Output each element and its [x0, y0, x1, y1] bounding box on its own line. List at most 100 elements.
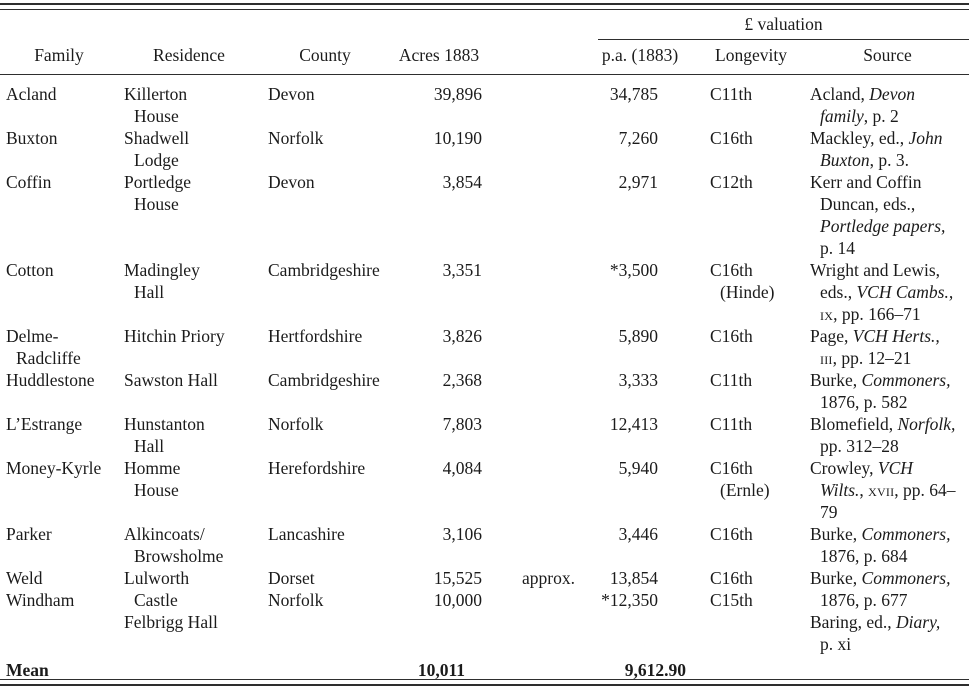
- cell-family: Cotton: [6, 260, 54, 280]
- cell-family: Windham: [6, 590, 75, 610]
- mean-label: Mean: [6, 660, 49, 680]
- cell-residence: Sawston Hall: [124, 370, 218, 390]
- cell-acres: 10,000: [433, 590, 482, 610]
- cell-acres: 3,826: [442, 326, 482, 346]
- cell-acres: 39,896: [433, 84, 482, 104]
- cell-county: Herefordshire: [268, 458, 366, 478]
- cell-note: [488, 325, 584, 369]
- cell-family: Weld: [6, 568, 43, 588]
- mean-note-empty: [488, 659, 584, 681]
- table-row: Acland Killerton House Devon 39,896 34,785 C11…: [0, 83, 969, 127]
- cell-family: Acland: [6, 84, 57, 104]
- cell-pa-valuation: 12,413: [609, 414, 658, 434]
- cell-acres: 15,525: [433, 568, 482, 588]
- cell-note: [488, 589, 584, 655]
- cell-longevity: C16th: [710, 326, 753, 346]
- cell-county: Norfolk: [268, 590, 324, 610]
- table-row: Cotton Madingley Hall Cambridgeshire 3,351 *3…: [0, 259, 969, 325]
- cell-note: [488, 369, 584, 413]
- cell-pa-valuation: 3,333: [618, 370, 658, 390]
- cell-source: 1876, p. 677 Baring, ed., Diary, p. xi: [810, 590, 941, 654]
- cell-longevity: C11th: [710, 414, 753, 434]
- table-row: Weld Lulworth Dorset 15,525 approx. 13,854 C16…: [0, 567, 969, 589]
- mean-source-empty: [806, 659, 969, 681]
- cell-pa-valuation: 2,971: [618, 172, 658, 192]
- cell-source: Burke, Commoners, 1876, p. 582: [810, 370, 951, 412]
- cell-pa-valuation: 7,260: [618, 128, 658, 148]
- table-row: Money-Kyrle Homme House Herefordshire 4,084 5…: [0, 457, 969, 523]
- table-row: Huddlestone Sawston Hall Cambridgeshire 2,3…: [0, 369, 969, 413]
- cell-pa-valuation: *12,350: [601, 590, 658, 610]
- cell-note: [488, 127, 584, 171]
- cell-residence: Portledge House: [124, 172, 192, 214]
- cell-acres: 3,854: [442, 172, 482, 192]
- table-row: Delme- Radcliffe Hitchin Priory Hertfordshi…: [0, 325, 969, 369]
- mean-pa-value: 9,612.90: [624, 660, 686, 680]
- cell-note: [488, 413, 584, 457]
- cell-source: Burke, Commoners,: [810, 568, 951, 588]
- cell-residence: Hunstanton Hall: [124, 414, 205, 456]
- table-row: Coffin Portledge House Devon 3,854 2,971 C12th…: [0, 171, 969, 259]
- cell-source: Acland, Devon family, p. 2: [810, 84, 915, 126]
- cell-source: Blomefield, Norfolk, pp. 312–28: [810, 414, 956, 456]
- valuation-span-header: £ valuation: [598, 10, 969, 40]
- cell-longevity: C11th: [710, 84, 753, 104]
- cell-note: [488, 523, 584, 567]
- cell-acres: 10,190: [433, 128, 482, 148]
- cell-family: Huddlestone: [6, 370, 95, 390]
- cell-pa-valuation: 5,890: [618, 326, 658, 346]
- cell-source: Burke, Commoners, 1876, p. 684: [810, 524, 951, 566]
- mean-longevity-empty: [696, 659, 806, 681]
- cell-family: Buxton: [6, 128, 58, 148]
- valuation-span-header-row: £ valuation: [0, 10, 969, 40]
- cell-county: Devon: [268, 84, 315, 104]
- cell-residence: Killerton House: [124, 84, 188, 126]
- cell-note: approx.: [522, 568, 575, 588]
- cell-source: Crowley, VCH Wilts., xvii, pp. 64– 79: [810, 458, 956, 522]
- cell-family: Money-Kyrle: [6, 458, 102, 478]
- cell-residence: Shadwell Lodge: [124, 128, 190, 170]
- cell-county: Dorset: [268, 568, 315, 588]
- cell-county: Hertfordshire: [268, 326, 363, 346]
- cell-residence: Lulworth: [124, 568, 190, 588]
- cell-family: Parker: [6, 524, 52, 544]
- cell-source: Mackley, ed., John Buxton, p. 3.: [810, 128, 943, 170]
- cell-longevity: C16th (Hinde): [710, 260, 775, 302]
- table-row: Windham Castle Felbrigg Hall Norfolk 10,000 *…: [0, 589, 969, 655]
- cell-county: Cambridgeshire: [268, 370, 380, 390]
- column-header-residence: Residence: [153, 45, 225, 65]
- cell-residence: Alkincoats/Browsholme: [124, 524, 224, 566]
- column-header-acres: Acres 1883: [398, 45, 480, 65]
- cell-county: Devon: [268, 172, 315, 192]
- cell-note: [488, 171, 584, 259]
- column-header-family: Family: [34, 45, 84, 65]
- column-header-source: Source: [863, 45, 912, 65]
- cell-acres: 3,106: [442, 524, 482, 544]
- cell-longevity: C15th: [710, 590, 753, 610]
- column-header-row: Family Residence County Acres 1883 p.a. …: [0, 40, 969, 75]
- cell-acres: 3,351: [442, 260, 482, 280]
- cell-longevity: C16th: [710, 128, 753, 148]
- mean-row: Mean 10,011 9,612.90: [0, 659, 969, 681]
- cell-source: Kerr and Coffin Duncan, eds., Portledge pa…: [810, 172, 946, 258]
- cell-residence: Madingley Hall: [124, 260, 200, 302]
- cell-longevity: C16th (Ernle): [710, 458, 770, 500]
- cell-pa-valuation: 13,854: [609, 568, 658, 588]
- cell-residence: Castle Felbrigg Hall: [124, 590, 218, 632]
- mean-county-empty: [260, 659, 390, 681]
- cell-source: Wright and Lewis, eds., VCH Cambs., ix, pp…: [810, 260, 954, 324]
- cell-residence: Hitchin Priory: [124, 326, 225, 346]
- cell-source: Page, VCH Herts., iii, pp. 12–21: [810, 326, 940, 368]
- cell-note: [488, 457, 584, 523]
- cell-acres: 4,084: [442, 458, 482, 478]
- cell-longevity: C16th: [710, 568, 753, 588]
- cell-pa-valuation: 3,446: [618, 524, 658, 544]
- cell-county: Cambridgeshire: [268, 260, 380, 280]
- top-double-rule: [0, 3, 969, 10]
- column-header-pa: p.a. (1883): [601, 45, 679, 65]
- cell-residence: Homme House: [124, 458, 181, 500]
- cell-pa-valuation: 5,940: [618, 458, 658, 478]
- table-body: Acland Killerton House Devon 39,896 34,785 C11…: [0, 75, 969, 655]
- cell-pa-valuation: *3,500: [609, 260, 658, 280]
